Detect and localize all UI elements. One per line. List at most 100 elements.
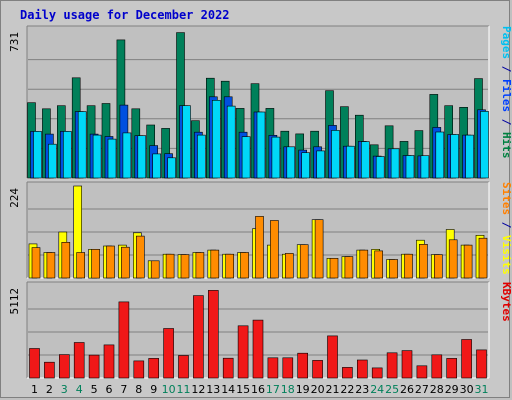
x-tick-label-day-26: 26	[400, 383, 414, 396]
bar-pages-day-13	[212, 100, 221, 179]
bar-sites-day-20	[314, 219, 324, 279]
bar-sites-day-10	[165, 253, 175, 279]
bar-kbytes-day-23	[356, 359, 368, 379]
legend-sites-visits: Sites / Visits	[500, 182, 511, 275]
bar-pages-day-21	[331, 130, 340, 179]
bar-pages-day-14	[226, 105, 236, 179]
bar-sites-day-8	[136, 235, 145, 279]
bar-sites-day-3	[61, 242, 71, 279]
bar-sites-day-25	[389, 259, 398, 279]
bar-sites-day-17	[270, 220, 279, 279]
bar-kbytes-day-21	[327, 335, 338, 379]
bar-kbytes-day-25	[386, 352, 398, 379]
bar-sites-day-31	[478, 237, 488, 279]
legend-item: /	[500, 215, 511, 235]
bar-sites-day-22	[344, 256, 354, 279]
bar-kbytes-day-11	[178, 355, 189, 379]
bar-sites-day-21	[329, 257, 339, 279]
x-tick-label-day-8: 8	[135, 383, 142, 396]
x-tick-label-day-7: 7	[120, 383, 127, 396]
bar-kbytes-day-5	[88, 354, 100, 379]
x-tick-label-day-20: 20	[311, 383, 325, 396]
bar-pages-day-15	[241, 136, 251, 179]
x-tick-label-day-10: 10	[162, 383, 176, 396]
bar-sites-day-27	[419, 244, 428, 279]
bar-sites-day-6	[106, 245, 115, 279]
bar-kbytes-day-24	[371, 367, 383, 379]
x-tick-label-day-31: 31	[475, 383, 489, 396]
bar-kbytes-day-17	[267, 357, 279, 379]
x-tick-label-day-19: 19	[296, 383, 310, 396]
legend-item: /	[500, 59, 511, 79]
bar-sites-day-11	[180, 254, 190, 279]
x-tick-label-day-22: 22	[340, 383, 354, 396]
x-tick-label-day-4: 4	[76, 383, 83, 396]
x-tick-label-day-14: 14	[221, 383, 235, 396]
x-tick-label-day-25: 25	[385, 383, 399, 396]
bar-kbytes-day-31	[476, 349, 487, 379]
y-max-label: 224	[8, 188, 21, 208]
x-tick-label-day-28: 28	[430, 383, 444, 396]
x-tick-label-day-17: 17	[266, 383, 280, 396]
bar-kbytes-day-19	[297, 352, 309, 379]
bar-pages-day-27	[420, 155, 430, 179]
bar-pages-day-6	[107, 138, 117, 179]
legend-item: KBytes	[500, 282, 511, 322]
bar-pages-day-7	[122, 132, 132, 179]
bar-kbytes-day-13	[208, 290, 219, 379]
bar-pages-day-23	[360, 141, 370, 179]
bar-kbytes-day-4	[73, 342, 85, 379]
x-tick-label-day-24: 24	[370, 383, 384, 396]
bar-sites-day-12	[195, 252, 205, 279]
bar-pages-day-4	[77, 111, 87, 179]
panel-pages-files-hits: 731 Pages / Files / Hits	[8, 25, 511, 179]
x-tick-label-day-23: 23	[355, 383, 369, 396]
bar-kbytes-day-22	[342, 367, 353, 379]
bar-kbytes-day-2	[44, 361, 55, 379]
bar-sites-day-28	[433, 254, 443, 279]
x-tick-label-day-29: 29	[445, 383, 459, 396]
bar-pages-day-5	[92, 134, 102, 179]
bar-sites-day-14	[225, 253, 234, 279]
bar-sites-day-9	[150, 260, 160, 279]
x-tick-label-day-11: 11	[177, 383, 191, 396]
bar-pages-day-20	[316, 150, 325, 179]
bar-sites-day-29	[448, 239, 458, 279]
bar-sites-day-1	[31, 247, 41, 279]
x-tick-label-day-16: 16	[251, 383, 265, 396]
bar-pages-day-19	[301, 152, 311, 179]
bar-kbytes-day-18	[282, 357, 294, 379]
bar-pages-day-1	[33, 131, 42, 179]
bar-sites-day-18	[284, 253, 294, 279]
legend-item: Sites	[500, 182, 511, 215]
x-tick-label-day-1: 1	[31, 383, 38, 396]
bar-pages-day-24	[375, 156, 385, 179]
bar-sites-day-24	[374, 250, 384, 279]
legend-item: Files	[500, 79, 511, 112]
bar-pages-day-11	[182, 105, 191, 179]
bar-kbytes-day-29	[446, 358, 458, 379]
bar-kbytes-day-16	[252, 319, 264, 379]
bar-sites-day-7	[121, 246, 130, 279]
bar-sites-day-26	[404, 253, 413, 279]
bar-pages-day-25	[390, 148, 400, 179]
bar-kbytes-day-9	[148, 358, 159, 379]
x-tick-label-day-2: 2	[46, 383, 53, 396]
bar-pages-day-12	[197, 134, 206, 179]
y-max-label: 731	[8, 32, 21, 52]
bar-pages-day-26	[405, 155, 415, 179]
bar-kbytes-day-28	[431, 354, 443, 379]
bar-kbytes-day-6	[103, 344, 115, 379]
bar-kbytes-day-1	[29, 348, 40, 379]
legend-item: /	[500, 112, 511, 132]
x-tick-label-day-30: 30	[460, 383, 474, 396]
panel-sites-visits: 224 Sites / Visits	[8, 181, 511, 279]
x-tick-label-day-27: 27	[415, 383, 429, 396]
bar-kbytes-day-8	[133, 360, 145, 379]
x-tick-label-day-15: 15	[236, 383, 250, 396]
bar-kbytes-day-14	[222, 357, 234, 379]
bar-pages-day-17	[271, 136, 281, 179]
bar-sites-day-2	[46, 252, 56, 279]
